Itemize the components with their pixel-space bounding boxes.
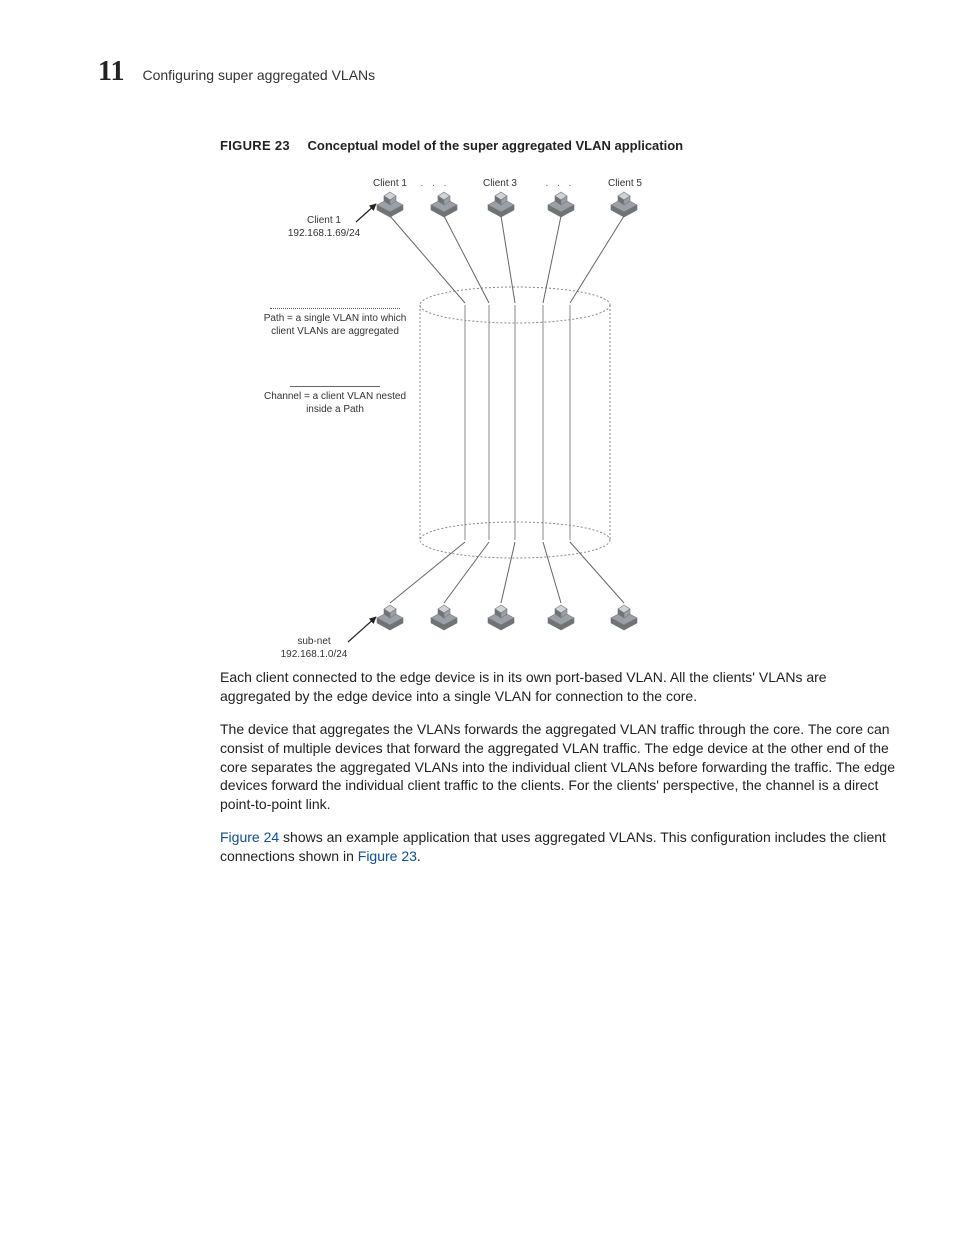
diagram-label: Path = a single VLAN into whichclient VL… [240,308,430,338]
body-text: Each client connected to the edge device… [220,668,900,880]
paragraph: Each client connected to the edge device… [220,668,900,706]
text: shows an example application that uses a… [220,829,886,864]
chapter-title: Configuring super aggregated VLANs [142,67,375,83]
diagram-label: . . . [535,178,585,191]
diagram-label: Client 5 [600,178,650,191]
diagram-label: . . . [410,178,460,191]
diagram-label: Client 3 [475,178,525,191]
paragraph: Figure 24 shows an example application t… [220,828,900,866]
diagram-label: Client 1 [365,178,415,191]
diagram-label: sub-net192.168.1.0/24 [264,636,364,661]
chapter-number: 11 [98,56,124,88]
figure-link[interactable]: Figure 23 [358,848,417,864]
paragraph: The device that aggregates the VLANs for… [220,720,900,814]
figure-title: Conceptual model of the super aggregated… [308,138,684,153]
diagram-label: Channel = a client VLAN nestedinside a P… [240,386,430,416]
figure-label: FIGURE 23 [220,138,290,153]
figure-diagram: Client 1. . .Client 3. . .Client 5Client… [220,170,720,670]
figure-caption: FIGURE 23 Conceptual model of the super … [220,138,683,153]
figure-link[interactable]: Figure 24 [220,829,279,845]
text: . [417,848,421,864]
diagram-label: Client 1192.168.1.69/24 [274,215,374,240]
